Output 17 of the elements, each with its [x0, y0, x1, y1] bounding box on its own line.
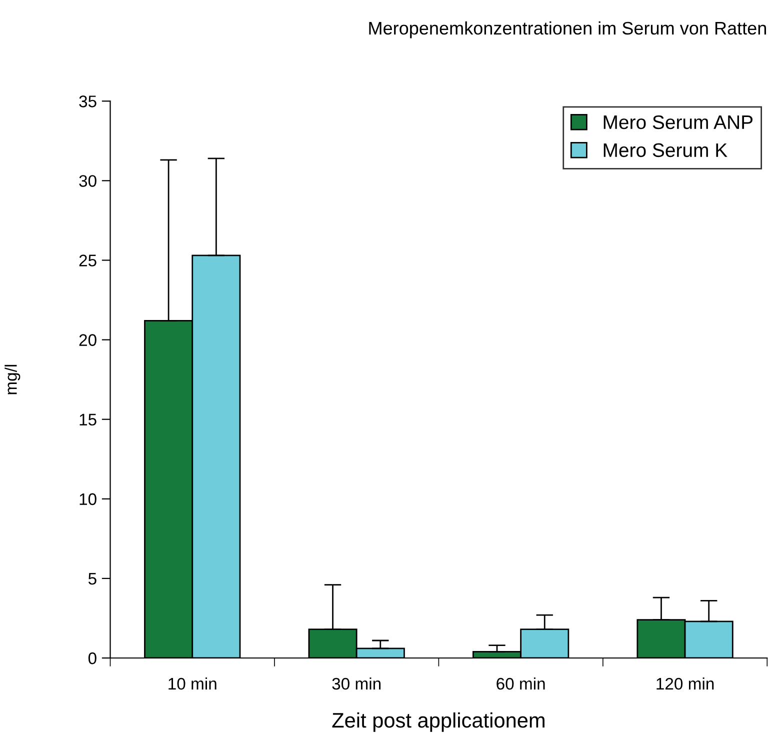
y-tick-label: 25 [79, 254, 96, 266]
y-tick-label: 15 [80, 414, 96, 426]
y-tick-label: 30 [79, 175, 96, 187]
x-tick-label: 10 min [168, 677, 216, 690]
x-tick-label: 30 min [332, 677, 381, 690]
y-tick-label: 0 [88, 652, 96, 664]
y-tick-label: 20 [79, 334, 96, 346]
y-tick-label: 10 [80, 493, 96, 506]
chart-title: Meropenemkonzentrationen im Serum von Ratten [369, 21, 766, 38]
x-tick-label: 120 min [656, 677, 714, 690]
x-axis-title: Zeit post applicationem [332, 712, 544, 732]
y-axis-title: mg/l [4, 364, 20, 394]
x-tick-label: 60 min [496, 677, 545, 690]
legend-label: Mero Serum ANP [604, 115, 753, 130]
y-tick-label: 5 [88, 573, 96, 585]
y-tick-label: 35 [79, 96, 96, 108]
legend-label: Mero Serum K [604, 143, 728, 158]
